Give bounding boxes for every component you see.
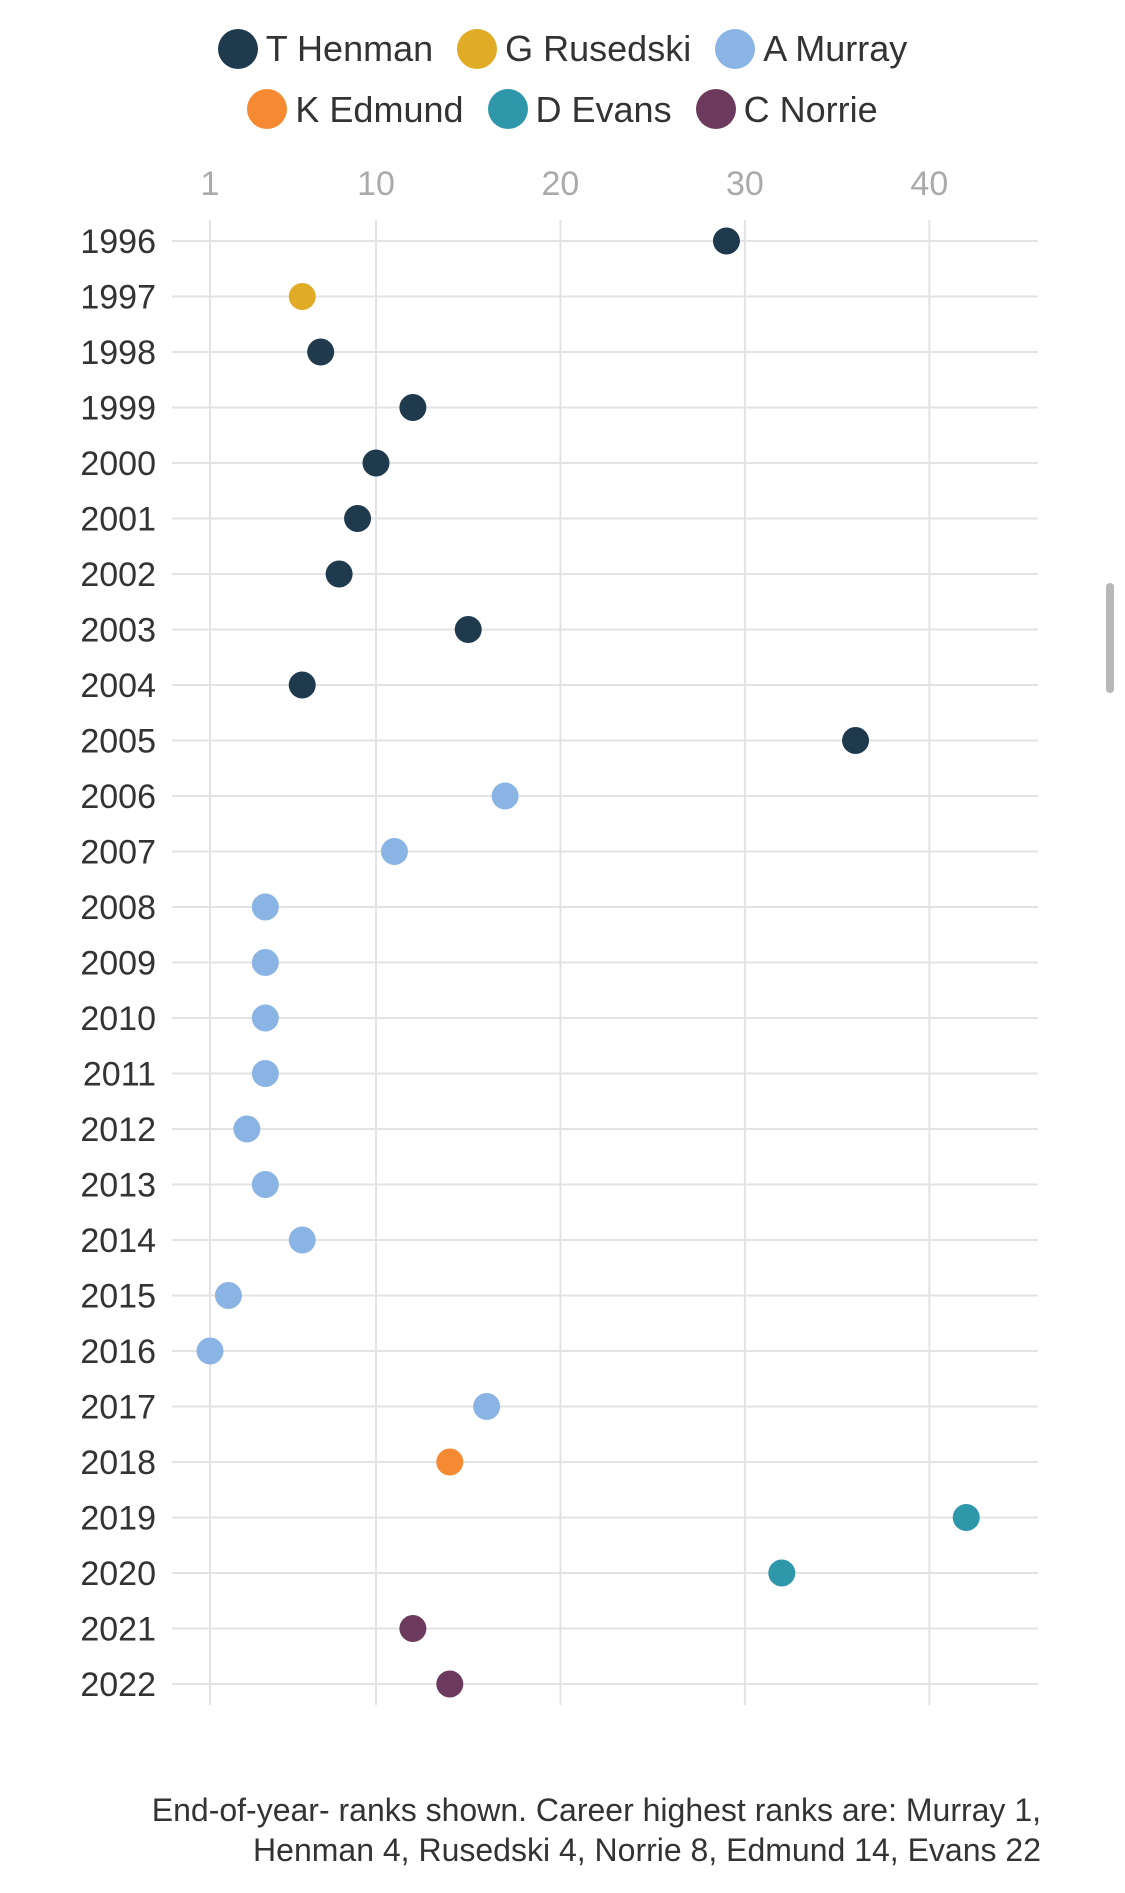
- x-tick-label: 20: [542, 165, 580, 203]
- y-tick-label: 2008: [80, 889, 156, 927]
- data-point: [288, 1226, 316, 1254]
- x-tick-label: 1: [201, 165, 220, 203]
- data-point: [380, 838, 408, 865]
- y-tick-label: 2020: [80, 1555, 156, 1593]
- data-point: [399, 1615, 427, 1642]
- data-point: [473, 1393, 501, 1420]
- data-point: [251, 1060, 279, 1087]
- y-tick-label: 2018: [80, 1444, 156, 1482]
- data-point: [842, 727, 870, 754]
- y-tick-label: 2013: [80, 1167, 156, 1205]
- y-tick-label: 2015: [80, 1278, 156, 1316]
- y-tick-label: 2009: [80, 945, 156, 983]
- data-point: [196, 1337, 224, 1365]
- chart-legend: T Henman G Rusedski A Murray K Edmund D Evan…: [0, 22, 1125, 143]
- data-point: [233, 1115, 261, 1143]
- legend-swatch: [247, 89, 288, 129]
- chart-plot: 1 10 20 30 40 1996 1997 1998 1999 2000 2001 2002 200…: [80, 165, 1038, 1705]
- data-point: [307, 338, 335, 366]
- data-point: [251, 1004, 279, 1032]
- data-point: [344, 505, 372, 532]
- legend-swatch: [715, 28, 756, 69]
- legend-item: K Edmund: [247, 83, 464, 136]
- x-tick-label: 10: [357, 165, 395, 203]
- y-tick-label: 2006: [80, 778, 156, 816]
- y-tick-label: 2012: [80, 1111, 156, 1149]
- y-tick-label: 2014: [80, 1222, 156, 1260]
- data-point: [288, 283, 316, 310]
- legend-item: A Murray: [715, 22, 907, 75]
- legend-swatch: [695, 89, 736, 129]
- y-tick-label: 2022: [80, 1666, 156, 1704]
- data-point: [491, 782, 519, 810]
- y-tick-label: 1999: [80, 390, 156, 428]
- legend-swatch: [457, 28, 498, 69]
- data-point: [399, 394, 427, 421]
- data-point: [362, 449, 390, 477]
- legend-label: G Rusedski: [505, 28, 692, 69]
- legend-swatch: [487, 89, 528, 129]
- y-tick-label: 2000: [80, 445, 156, 483]
- y-tick-label: 2019: [80, 1500, 156, 1538]
- chart-footnote: End-of-year- ranks shown. Career highest…: [151, 1792, 1041, 1868]
- y-tick-label: 2011: [83, 1056, 156, 1094]
- y-tick-label: 1997: [80, 279, 156, 317]
- y-tick-label: 2001: [80, 501, 156, 539]
- legend-label: A Murray: [763, 28, 908, 69]
- data-point: [325, 560, 353, 588]
- y-tick-label: 2003: [80, 612, 156, 650]
- y-tick-label: 2002: [80, 556, 156, 594]
- legend-label: K Edmund: [295, 88, 464, 130]
- data-point: [251, 1171, 279, 1198]
- y-tick-label: 1996: [80, 223, 156, 261]
- data-point: [768, 1559, 796, 1587]
- legend-item: G Rusedski: [457, 22, 691, 75]
- data-point: [952, 1504, 980, 1531]
- data-point: [454, 616, 482, 643]
- legend-item: D Evans: [487, 83, 672, 136]
- x-tick-label: 40: [910, 165, 948, 203]
- legend-item: T Henman: [217, 22, 434, 75]
- y-tick-label: 2004: [80, 667, 156, 705]
- y-tick-label: 2021: [80, 1611, 156, 1649]
- x-tick-label: 30: [726, 165, 764, 203]
- data-point: [712, 227, 740, 255]
- y-tick-label: 2010: [80, 1000, 156, 1038]
- legend-swatch: [217, 28, 258, 69]
- y-tick-label: 1998: [80, 334, 156, 372]
- y-tick-label: 2017: [80, 1389, 156, 1427]
- data-point: [436, 1670, 464, 1698]
- legend-item: C Norrie: [695, 83, 878, 136]
- data-point: [436, 1448, 464, 1476]
- legend-label: C Norrie: [743, 88, 878, 130]
- legend-label: T Henman: [265, 28, 434, 69]
- data-point: [251, 893, 279, 921]
- y-tick-label: 2016: [80, 1333, 156, 1371]
- scrollbar-thumb[interactable]: [1106, 583, 1114, 693]
- y-tick-label: 2005: [80, 723, 156, 761]
- data-point: [251, 949, 279, 976]
- data-point: [214, 1282, 242, 1309]
- y-tick-label: 2007: [80, 834, 156, 872]
- legend-label: D Evans: [535, 88, 672, 130]
- data-point: [288, 671, 316, 699]
